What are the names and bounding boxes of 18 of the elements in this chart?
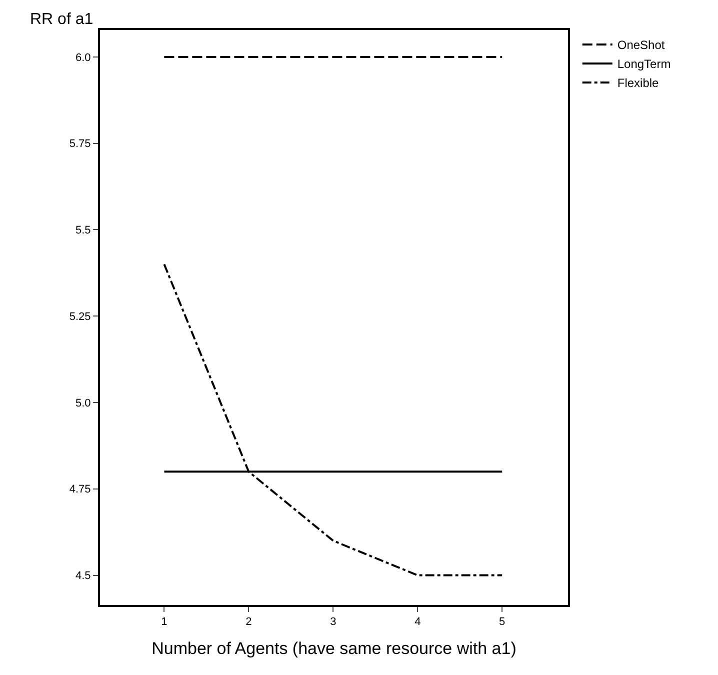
x-axis-title: Number of Agents (have same resource with a1) <box>152 639 516 658</box>
y-tick-label: 5.5 <box>76 224 91 237</box>
legend-label: Flexible <box>617 76 660 90</box>
x-tick-label: 3 <box>330 616 336 628</box>
y-tick-label: 4.5 <box>76 570 91 582</box>
y-tick-label: 5.0 <box>76 397 91 410</box>
legend-label: OneShot <box>617 38 666 52</box>
y-tick-label: 4.75 <box>69 484 91 496</box>
x-tick-label: 4 <box>414 616 421 628</box>
x-tick-label: 5 <box>499 616 506 628</box>
line-series <box>163 263 504 576</box>
legend-label: LongTerm <box>617 57 671 72</box>
x-tick-label: 2 <box>246 616 252 628</box>
y-tick-label: 5.25 <box>69 310 91 323</box>
y-tick-label: 5.75 <box>69 138 91 150</box>
x-tick-label: 1 <box>161 616 168 628</box>
y-axis-title: RR of a1 <box>30 11 94 28</box>
y-tick-label: 6.0 <box>76 52 91 64</box>
